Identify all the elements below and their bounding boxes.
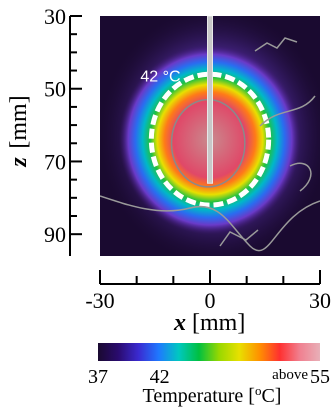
colorbar-tick-label-1: 42 bbox=[150, 366, 170, 388]
y-tick-label-3: 90 bbox=[44, 222, 66, 247]
colorbar-title-sup: o bbox=[255, 383, 262, 398]
colorbar-tick-label-0: 37 bbox=[88, 366, 108, 388]
y-tick-label-0: 30 bbox=[44, 4, 66, 29]
y-tick-label-2: 70 bbox=[44, 149, 66, 174]
y-axis-label-unit: [mm] bbox=[6, 95, 32, 148]
colorbar-title-end: C] bbox=[261, 385, 281, 407]
x-axis-label-var: x bbox=[173, 310, 186, 336]
x-tick-label-2: 30 bbox=[309, 288, 331, 313]
y-axis-label-var: z bbox=[6, 157, 32, 168]
colorbar-title-start: Temperature [ bbox=[143, 385, 255, 407]
tissue-outline-1 bbox=[100, 195, 320, 252]
colorbar-tick-label-2: 55 bbox=[310, 366, 330, 388]
isotherm-annotation: 42 °C bbox=[140, 68, 180, 85]
colorbar-bar bbox=[98, 343, 320, 361]
tissue-outline-3 bbox=[219, 37, 298, 247]
colorbar-max-prefix: above bbox=[272, 367, 308, 383]
x-axis: -30 0 30 x [mm] bbox=[85, 270, 331, 336]
colorbar-title: Temperature [oC] bbox=[143, 383, 282, 407]
tissue-outline-2 bbox=[259, 95, 316, 192]
x-tick-label-0: -30 bbox=[85, 288, 114, 313]
y-tick-label-1: 50 bbox=[44, 77, 66, 102]
isotherm-42-contour bbox=[148, 71, 272, 208]
x-tick-label-1: 0 bbox=[205, 288, 216, 313]
probe-needle bbox=[207, 16, 213, 184]
x-axis-label-unit: [mm] bbox=[192, 310, 245, 336]
y-axis: 30 50 70 90 z [mm] bbox=[6, 4, 82, 256]
plot-area: 42 °C bbox=[100, 16, 320, 256]
